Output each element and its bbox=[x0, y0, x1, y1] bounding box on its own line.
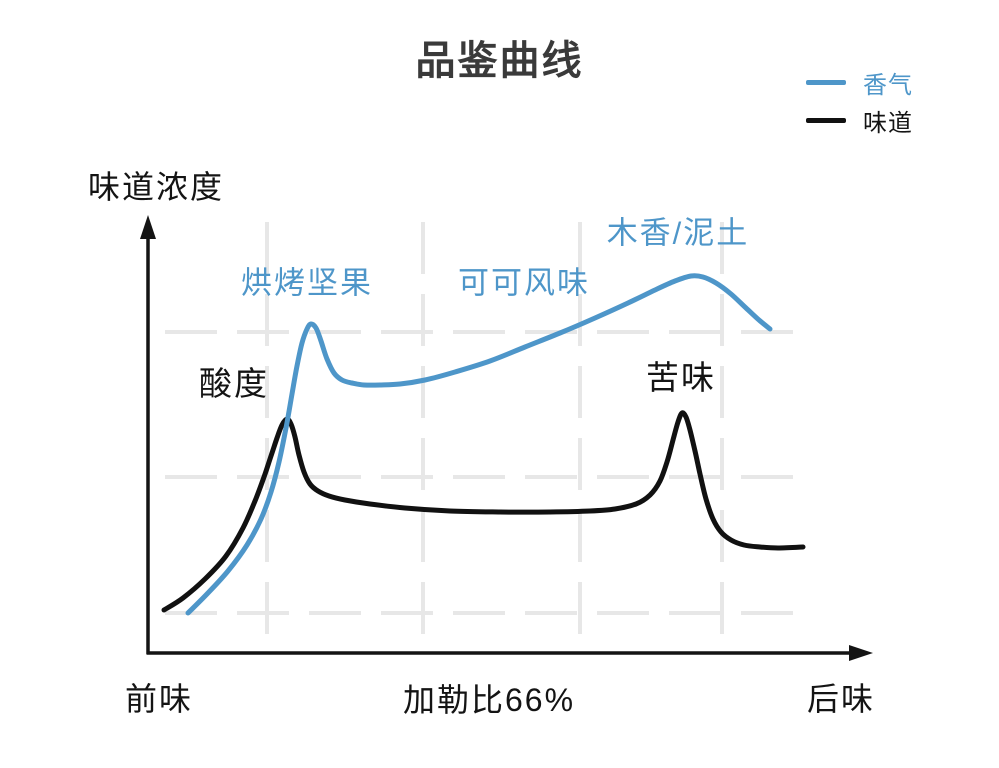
curves bbox=[161, 273, 806, 616]
curve-annotation-2: 可可风味 bbox=[458, 265, 590, 301]
gridlines bbox=[165, 222, 795, 648]
curve-annotation-5: 苦味 bbox=[646, 359, 716, 396]
legend-item-taste: 味道 bbox=[806, 104, 913, 137]
y-axis-arrow-icon bbox=[140, 215, 156, 239]
aroma-line-swatch bbox=[806, 79, 846, 85]
y-axis-title: 味道浓度 bbox=[88, 169, 225, 205]
page-title: 品鉴曲线 bbox=[415, 39, 584, 83]
curve-annotation-3: 木香/泥土 bbox=[606, 215, 750, 251]
legend-label-aroma: 香气 bbox=[863, 71, 913, 99]
x-label-front-taste: 前味 bbox=[124, 681, 194, 717]
x-label-after-taste: 后味 bbox=[806, 681, 876, 717]
legend-label-taste: 味道 bbox=[863, 109, 913, 137]
x-label-caribbean-66: 加勒比66% bbox=[402, 682, 576, 718]
legend-item-aroma: 香气 bbox=[806, 66, 913, 99]
legend: 香气 味道 bbox=[806, 66, 913, 142]
x-axis-arrow-icon bbox=[849, 645, 873, 661]
aroma-curve bbox=[185, 273, 773, 616]
curve-annotation-4: 酸度 bbox=[199, 365, 269, 402]
axes bbox=[146, 232, 854, 655]
curve-annotation-1: 烘烤坚果 bbox=[241, 265, 373, 301]
taste-curve bbox=[161, 410, 806, 613]
taste-line-swatch bbox=[806, 117, 846, 123]
